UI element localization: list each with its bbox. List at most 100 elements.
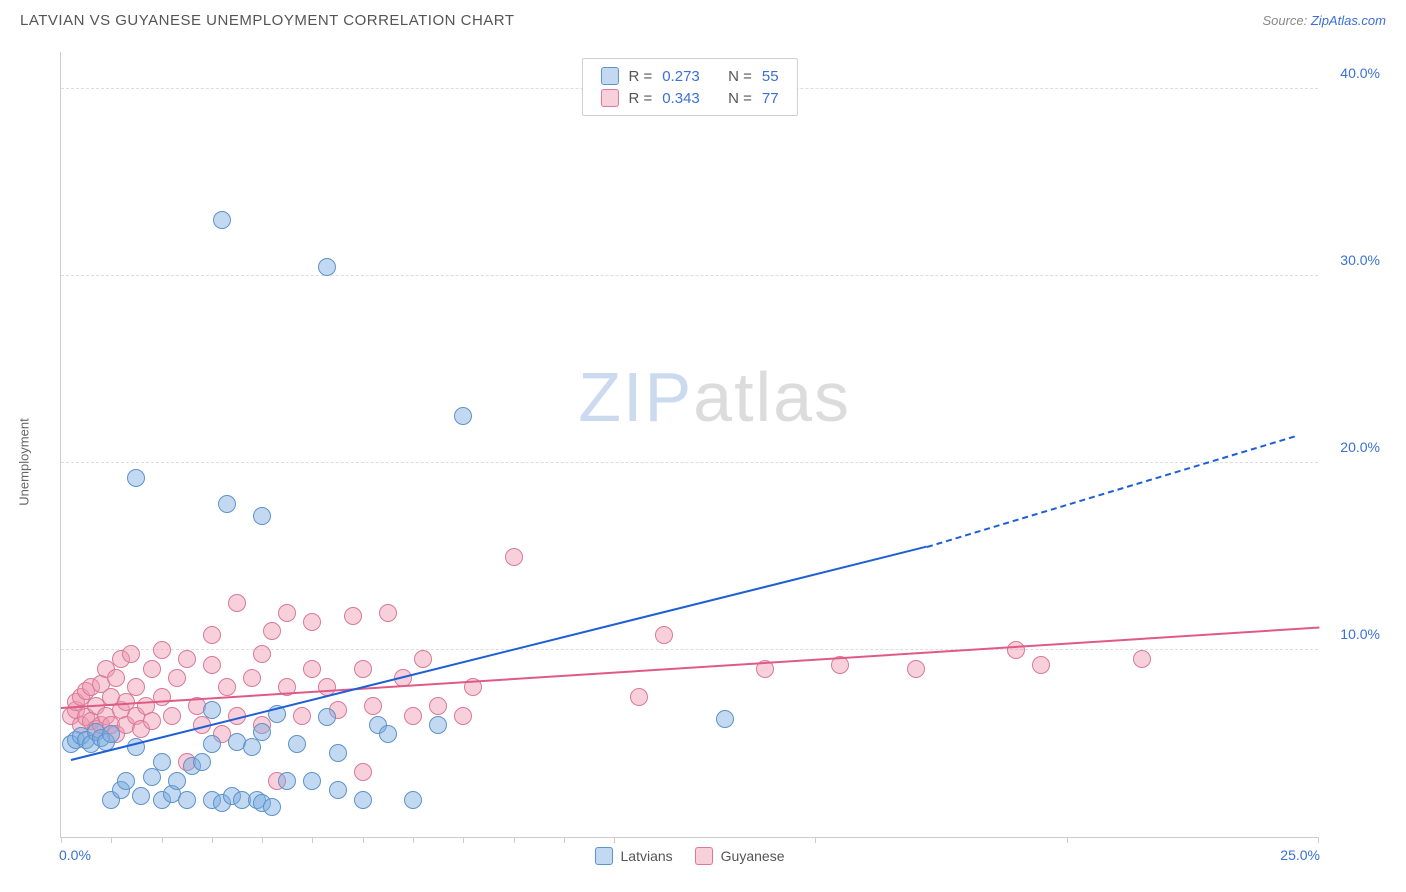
scatter-point-guyanese [218,678,236,696]
x-tick [413,837,414,843]
scatter-point-latvians [404,791,422,809]
scatter-point-guyanese [203,626,221,644]
x-tick [514,837,515,843]
scatter-point-guyanese [153,641,171,659]
plot-area: ZIPatlas R = 0.273 N = 55 R = 0.343 N = … [60,52,1318,838]
scatter-point-latvians [318,258,336,276]
y-tick-label: 40.0% [1324,65,1380,81]
x-tick [1318,837,1319,843]
scatter-point-guyanese [630,688,648,706]
chart-container: Unemployment ZIPatlas R = 0.273 N = 55 R… [20,44,1386,880]
scatter-point-guyanese [907,660,925,678]
scatter-point-latvians [253,507,271,525]
stat-R-label: R = [628,68,652,85]
scatter-point-guyanese [414,650,432,668]
x-tick [463,837,464,843]
scatter-point-latvians [318,708,336,726]
scatter-point-latvians [329,781,347,799]
scatter-point-latvians [143,768,161,786]
stat-R-latvians: 0.273 [662,68,700,85]
scatter-point-latvians [263,798,281,816]
source-prefix: Source: [1262,13,1310,28]
scatter-point-guyanese [143,660,161,678]
scatter-point-latvians [193,753,211,771]
scatter-point-guyanese [263,622,281,640]
scatter-point-guyanese [429,697,447,715]
chart-title: LATVIAN VS GUYANESE UNEMPLOYMENT CORRELA… [20,12,515,29]
scatter-point-guyanese [303,613,321,631]
swatch-latvians [595,847,613,865]
x-tick [61,837,62,843]
x-axis-max-label: 25.0% [1280,847,1320,863]
scatter-point-latvians [117,772,135,790]
scatter-point-latvians [454,407,472,425]
scatter-point-guyanese [127,678,145,696]
scatter-point-latvians [288,735,306,753]
scatter-point-guyanese [454,707,472,725]
scatter-point-guyanese [228,594,246,612]
x-tick [262,837,263,843]
scatter-point-guyanese [122,645,140,663]
x-tick [162,837,163,843]
source-link[interactable]: ZipAtlas.com [1311,13,1386,28]
scatter-point-guyanese [163,707,181,725]
watermark-atlas: atlas [693,358,851,436]
x-tick [815,837,816,843]
gridline [61,462,1318,463]
scatter-point-guyanese [178,650,196,668]
stat-N-label: N = [728,68,752,85]
scatter-point-guyanese [278,604,296,622]
stat-N-label: N = [728,90,752,107]
x-tick [212,837,213,843]
stats-row-guyanese: R = 0.343 N = 77 [600,87,778,109]
scatter-point-latvians [102,725,120,743]
x-axis-origin-label: 0.0% [59,847,91,863]
swatch-guyanese [600,89,618,107]
scatter-point-latvians [153,753,171,771]
scatter-point-latvians [213,211,231,229]
scatter-point-latvians [168,772,186,790]
scatter-point-latvians [429,716,447,734]
gridline [61,649,1318,650]
chart-header: LATVIAN VS GUYANESE UNEMPLOYMENT CORRELA… [0,0,1406,37]
watermark: ZIPatlas [578,357,851,437]
stat-N-latvians: 55 [762,68,779,85]
watermark-zip: ZIP [578,358,693,436]
swatch-latvians [600,67,618,85]
scatter-point-guyanese [253,645,271,663]
stat-R-guyanese: 0.343 [662,90,700,107]
scatter-point-latvians [132,787,150,805]
gridline [61,275,1318,276]
x-tick [1067,837,1068,843]
scatter-point-guyanese [1032,656,1050,674]
legend-label-guyanese: Guyanese [721,848,785,864]
scatter-point-guyanese [354,660,372,678]
scatter-point-guyanese [354,763,372,781]
scatter-point-guyanese [203,656,221,674]
x-tick [564,837,565,843]
scatter-point-guyanese [303,660,321,678]
x-tick [111,837,112,843]
stat-R-label: R = [628,90,652,107]
trendline-guyanese [61,627,1319,709]
scatter-point-guyanese [1007,641,1025,659]
source-attribution: Source: ZipAtlas.com [1262,13,1386,28]
x-tick [614,837,615,843]
scatter-point-guyanese [364,697,382,715]
stat-N-guyanese: 77 [762,90,779,107]
scatter-point-guyanese [243,669,261,687]
scatter-point-guyanese [404,707,422,725]
scatter-point-latvians [354,791,372,809]
scatter-point-latvians [329,744,347,762]
stats-row-latvians: R = 0.273 N = 55 [600,65,778,87]
scatter-point-latvians [127,469,145,487]
y-tick-label: 30.0% [1324,252,1380,268]
scatter-point-latvians [716,710,734,728]
scatter-point-latvians [203,735,221,753]
scatter-point-latvians [243,738,261,756]
scatter-point-latvians [218,495,236,513]
scatter-point-guyanese [344,607,362,625]
scatter-point-guyanese [293,707,311,725]
y-tick-label: 20.0% [1324,439,1380,455]
scatter-point-guyanese [655,626,673,644]
